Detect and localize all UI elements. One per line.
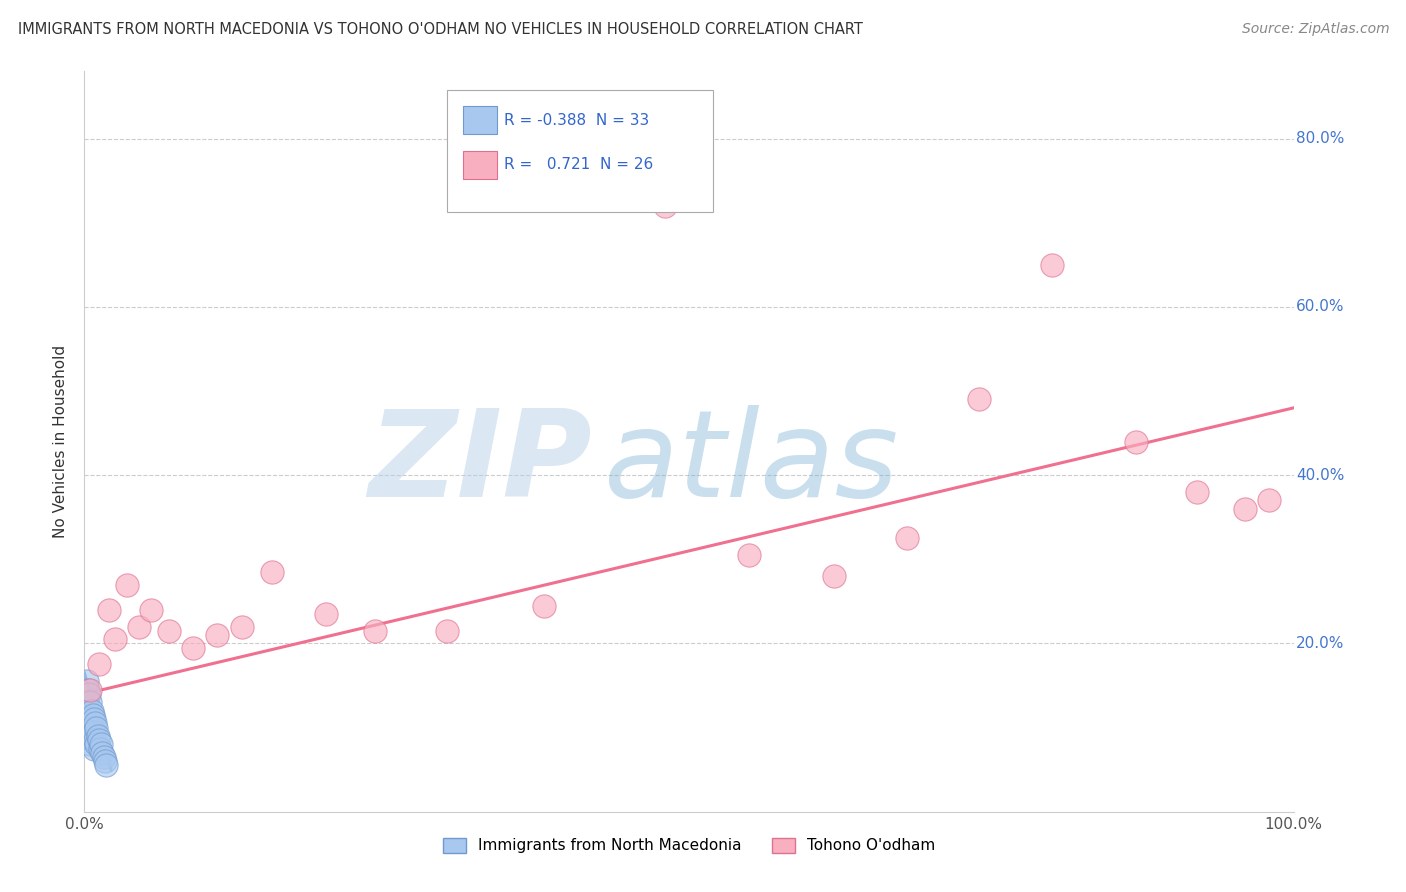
Point (157, 624, 180, 638)
Text: R =   0.721  N = 26: R = 0.721 N = 26 (503, 157, 654, 172)
Point (87, 657, 110, 672)
Point (533, 599, 555, 613)
Point (83, 724, 105, 739)
Point (1185, 485, 1208, 500)
Point (80, 704, 103, 718)
FancyBboxPatch shape (463, 106, 496, 135)
Text: 80.0%: 80.0% (1296, 131, 1344, 146)
Point (91, 746, 114, 760)
Point (84, 733, 107, 747)
Point (823, 569, 845, 583)
Text: atlas: atlas (605, 405, 900, 522)
Point (967, 392, 990, 407)
Point (77, 712, 100, 726)
Point (76, 695, 98, 709)
Text: 20.0%: 20.0% (1296, 636, 1344, 651)
Point (128, 619, 150, 633)
Point (79, 695, 101, 709)
Point (115, 577, 138, 591)
Point (104, 632, 127, 647)
Legend: Immigrants from North Macedonia, Tohono O'odham: Immigrants from North Macedonia, Tohono … (436, 831, 942, 860)
Point (1040, 258, 1063, 272)
Point (896, 531, 918, 545)
Text: 40.0%: 40.0% (1296, 467, 1344, 483)
Point (79, 724, 101, 739)
Point (83, 712, 105, 726)
Point (86, 729, 108, 743)
Point (363, 624, 385, 638)
Point (738, 548, 761, 562)
Point (83, 741, 105, 756)
Point (82, 721, 104, 735)
Point (94, 754, 117, 768)
Point (77, 716, 100, 731)
Point (97, 603, 120, 617)
Point (93, 750, 115, 764)
Text: ZIP: ZIP (368, 405, 592, 522)
Point (86, 721, 108, 735)
Point (79, 738, 101, 752)
Point (87, 733, 110, 747)
Point (1125, 434, 1147, 449)
Point (80, 733, 103, 747)
Point (94, 758, 117, 772)
Point (654, 199, 676, 213)
FancyBboxPatch shape (447, 90, 713, 212)
Point (315, 607, 337, 621)
Text: R = -0.388  N = 33: R = -0.388 N = 33 (503, 112, 650, 128)
Point (84, 716, 107, 731)
Point (77, 724, 100, 739)
Point (77, 704, 100, 718)
Text: 60.0%: 60.0% (1296, 300, 1344, 314)
FancyBboxPatch shape (463, 151, 496, 178)
Point (260, 565, 283, 579)
Point (77, 687, 100, 701)
Point (79, 712, 101, 726)
Point (79, 682, 101, 697)
Text: Source: ZipAtlas.com: Source: ZipAtlas.com (1241, 22, 1389, 37)
Point (86, 738, 108, 752)
Point (89, 741, 111, 756)
Point (231, 619, 253, 633)
Point (1234, 501, 1257, 516)
Point (1258, 493, 1281, 508)
Point (139, 603, 162, 617)
Point (82, 708, 104, 723)
Point (77, 682, 100, 697)
Point (90, 738, 112, 752)
Point (207, 628, 229, 642)
Point (181, 640, 204, 655)
Text: IMMIGRANTS FROM NORTH MACEDONIA VS TOHONO O'ODHAM NO VEHICLES IN HOUSEHOLD CORRE: IMMIGRANTS FROM NORTH MACEDONIA VS TOHON… (18, 22, 863, 37)
Point (82, 733, 104, 747)
Point (436, 624, 458, 638)
Point (80, 721, 103, 735)
Point (76, 674, 98, 689)
Y-axis label: No Vehicles in Household: No Vehicles in Household (53, 345, 69, 538)
